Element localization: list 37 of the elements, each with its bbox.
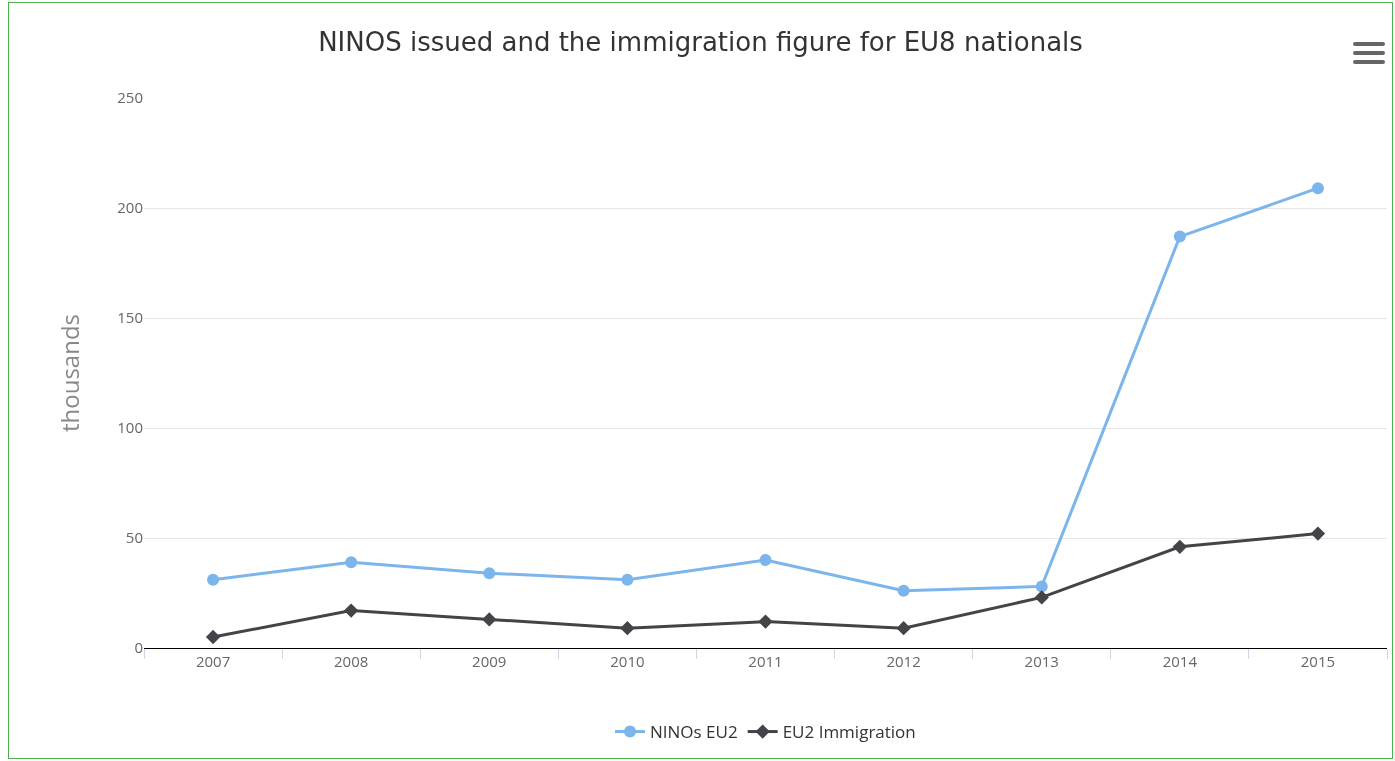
- point: [621, 573, 634, 586]
- legend-label: EU2 Immigration: [782, 720, 916, 744]
- x-tick-label: 2011: [748, 651, 783, 671]
- y-tick-label: 50: [125, 527, 143, 548]
- point: [1173, 230, 1186, 243]
- point: [344, 603, 359, 618]
- x-tick-label: 2008: [334, 651, 369, 671]
- x-tick-label: 2014: [1162, 651, 1198, 671]
- point: [896, 621, 911, 636]
- y-tick-label: 250: [117, 87, 143, 108]
- point: [620, 621, 635, 636]
- x-tick-label: 2012: [886, 651, 921, 671]
- point: [482, 612, 497, 627]
- point: [1034, 590, 1049, 605]
- point: [205, 629, 221, 645]
- legend-label: NINOs EU2: [650, 720, 738, 744]
- x-tick-label: 2013: [1024, 651, 1059, 671]
- point: [1172, 539, 1187, 554]
- point: [1035, 580, 1048, 593]
- point: [483, 567, 496, 580]
- point: [759, 554, 772, 566]
- point: [758, 614, 773, 629]
- x-tick-label: 2015: [1300, 651, 1336, 671]
- x-tick-label: 2007: [195, 651, 231, 671]
- point: [1311, 182, 1324, 195]
- point: [345, 556, 358, 569]
- y-axis-title: thousands: [53, 313, 87, 433]
- x-tick-label: 2009: [472, 651, 507, 671]
- y-tick-label: 0: [134, 637, 143, 658]
- chart-title: NINOS issued and the immigration figure for EU8 nationals: [318, 27, 1083, 58]
- x-tick-label: 2010: [610, 651, 645, 671]
- point: [207, 573, 220, 586]
- y-tick-label: 150: [117, 307, 143, 328]
- point: [1310, 526, 1326, 541]
- point: [897, 584, 910, 597]
- y-tick-label: 200: [117, 197, 143, 218]
- y-tick-label: 100: [117, 417, 143, 438]
